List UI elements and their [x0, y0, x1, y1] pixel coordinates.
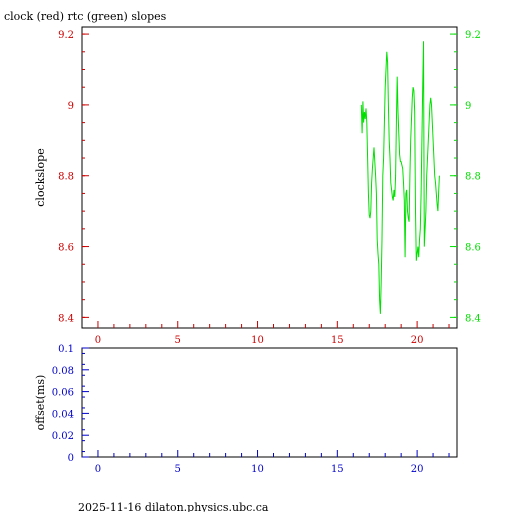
bottom-y-tick-label: 0.02 — [52, 431, 74, 442]
x-tick-label: 20 — [411, 335, 424, 346]
x-tick-label: 15 — [331, 335, 344, 346]
bottom-y-tick-label: 0 — [68, 453, 74, 464]
x-tick-label: 10 — [251, 335, 264, 346]
bottom-x-tick-label: 0 — [95, 464, 101, 475]
top-y-axis-label: clockslope — [34, 148, 47, 206]
top-plot: 8.4 8.6 8.8 9 9.2 8.4 8.6 8.8 9 9.2 0 5 10 15 20 clock… — [34, 26, 481, 346]
bottom-x-tick-label: 5 — [175, 464, 181, 475]
bottom-plot-frame — [81, 347, 458, 458]
left-y-tick-label: 9.2 — [58, 30, 74, 41]
bottom-x-tick-label: 20 — [411, 464, 424, 475]
chart-title: clock (red) rtc (green) slopes — [4, 10, 167, 23]
footer-host-date: 2025-11-16 dilaton.physics.ubc.ca — [78, 501, 269, 512]
x-tick-label: 5 — [175, 335, 181, 346]
bottom-y-axis-label: offset(ms) — [34, 375, 47, 431]
right-y-tick-label: 9 — [465, 101, 471, 112]
bottom-y-tick-label: 0.1 — [58, 344, 74, 355]
bottom-y-tick-label: 0.08 — [52, 366, 74, 377]
bottom-y-tick-label: 0.06 — [52, 388, 74, 399]
bottom-plot: 0 0.02 0.04 0.06 0.08 0.1 0 5 10 15 20 offset(ms) — [34, 344, 458, 475]
right-y-tick-label: 8.8 — [465, 172, 481, 183]
left-y-tick-label: 8.6 — [58, 243, 74, 254]
left-y-tick-label: 9 — [68, 101, 74, 112]
left-y-tick-label: 8.8 — [58, 172, 74, 183]
left-y-tick-label: 8.4 — [58, 313, 74, 324]
bottom-x-tick-label: 15 — [331, 464, 344, 475]
top-plot-frame — [81, 26, 458, 329]
right-y-tick-label: 9.2 — [465, 30, 481, 41]
top-plot-ticks: 8.4 8.6 8.8 9 9.2 8.4 8.6 8.8 9 9.2 0 5 10 15 20 — [58, 30, 481, 346]
bottom-plot-ticks: 0 0.02 0.04 0.06 0.08 0.1 0 5 10 15 20 — [52, 344, 450, 475]
bottom-x-tick-label: 10 — [251, 464, 264, 475]
right-y-tick-label: 8.6 — [465, 243, 481, 254]
x-tick-label: 0 — [95, 335, 101, 346]
right-y-tick-label: 8.4 — [465, 313, 481, 324]
top-plot-series — [360, 41, 440, 314]
bottom-y-tick-label: 0.04 — [52, 409, 74, 420]
rtc-slope-line — [360, 41, 440, 314]
